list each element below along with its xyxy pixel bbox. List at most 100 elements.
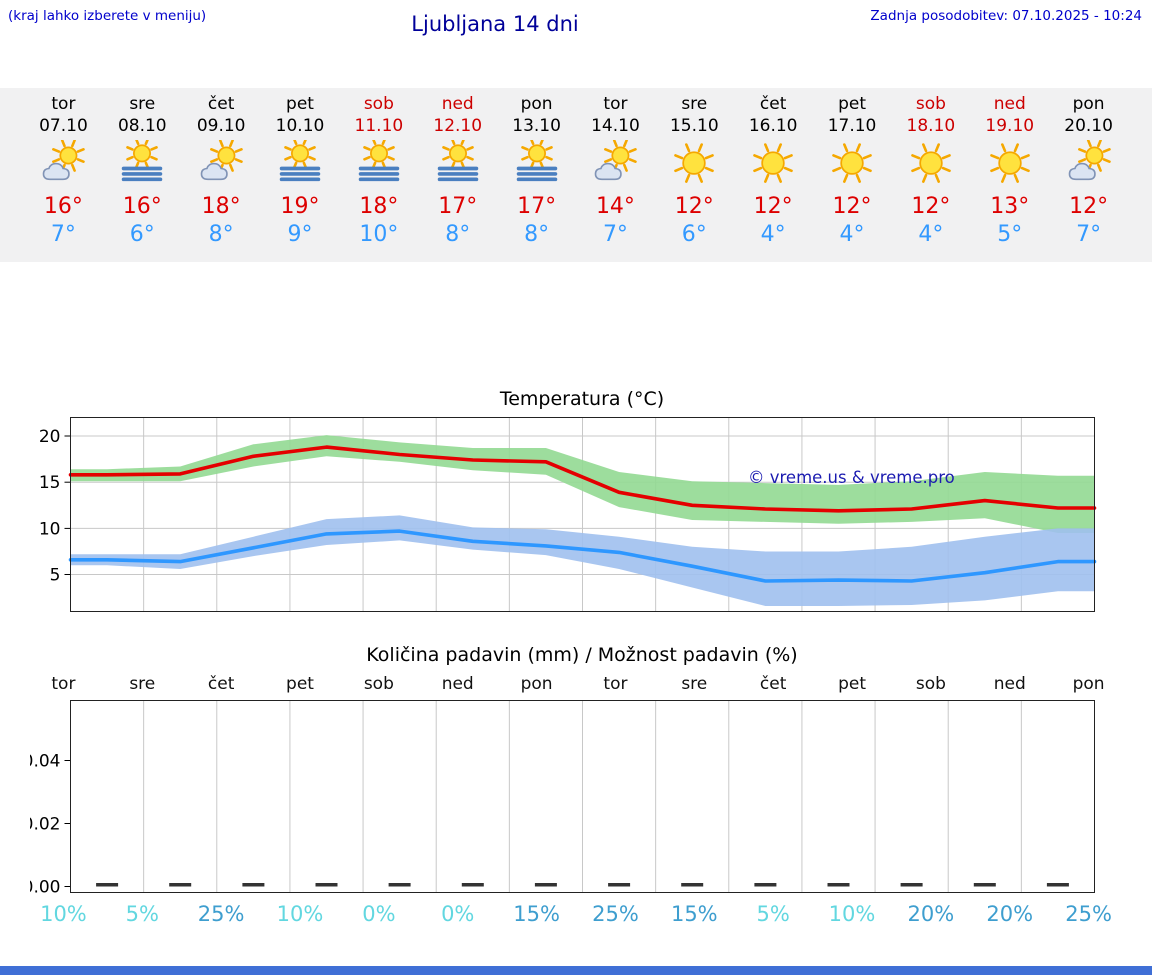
day-column: ned 12.10 17° 8°	[418, 88, 497, 262]
sun-cloud-icon	[24, 140, 103, 186]
sun-fog-icon	[497, 140, 576, 186]
day-column: pon 13.10 17° 8°	[497, 88, 576, 262]
precipitation-bar	[315, 883, 338, 887]
precipitation-chart-title: Količina padavin (mm) / Možnost padavin …	[366, 644, 798, 666]
day-date: 12.10	[433, 116, 483, 136]
sun-cloud-icon	[1049, 140, 1128, 186]
day-date: 08.10	[117, 116, 167, 136]
high-temperature: 17°	[517, 194, 557, 219]
precipitation-bar	[681, 883, 704, 887]
sun-cloud-icon	[182, 140, 261, 186]
day-column: sob 11.10 18° 10°	[339, 88, 418, 262]
low-temperature: 6°	[681, 222, 707, 247]
low-temperature: 5°	[997, 222, 1023, 247]
precipitation-probability: 25%	[1065, 902, 1112, 926]
precipitation-bar	[534, 883, 557, 887]
high-temperature: 12°	[911, 194, 951, 219]
day-date: 16.10	[748, 116, 798, 136]
precip-day-label: čet	[759, 674, 787, 694]
high-temperature: 18°	[201, 194, 241, 219]
precip-day-label: sob	[363, 674, 394, 694]
watermark-link[interactable]: © vreme.us & vreme.pro	[748, 468, 955, 487]
svg-text:10: 10	[39, 519, 61, 539]
low-temperature: 7°	[1076, 222, 1102, 247]
svg-text:20: 20	[39, 427, 61, 447]
sun-fog-icon	[339, 140, 418, 186]
precipitation-probability: 10%	[828, 902, 876, 926]
precip-day-label: pet	[838, 674, 866, 694]
last-update-text: Zadnja posodobitev: 07.10.2025 - 10:24	[870, 8, 1142, 24]
low-temperature: 8°	[524, 222, 550, 247]
svg-text:15: 15	[39, 473, 61, 493]
precip-day-label: pon	[1072, 674, 1105, 694]
precipitation-day-labels: tor sre čet pet sob ned pon tor sre čet pet sob ned p…	[0, 674, 1152, 694]
precipitation-plot: 0.00 0.02 0.04	[30, 700, 1095, 898]
precipitation-probability: 20%	[986, 902, 1034, 926]
day-name: tor	[51, 94, 76, 114]
day-date: 15.10	[669, 116, 719, 136]
high-temperature: 12°	[674, 194, 714, 219]
precipitation-bar	[1046, 883, 1069, 887]
sun-icon	[655, 140, 734, 186]
day-column: pet 17.10 12° 4°	[813, 88, 892, 262]
day-column: sre 08.10 16° 6°	[103, 88, 182, 262]
precipitation-bar	[608, 883, 631, 887]
low-temperature: 4°	[918, 222, 944, 247]
low-temperature: 6°	[129, 222, 155, 247]
day-date: 14.10	[591, 116, 640, 136]
day-name: pet	[286, 94, 314, 114]
precip-day-label: tor	[51, 674, 76, 694]
svg-text:0.02: 0.02	[30, 815, 61, 835]
precipitation-bar	[754, 883, 777, 887]
sun-fog-icon	[261, 140, 340, 186]
low-temperature: 4°	[760, 222, 786, 247]
precipitation-probability: 15%	[513, 902, 560, 926]
high-temperature: 18°	[359, 194, 399, 219]
high-temperature: 19°	[280, 194, 320, 219]
svg-text:0.00: 0.00	[30, 878, 61, 898]
day-name: sob	[915, 94, 946, 114]
low-temperature: 8°	[445, 222, 471, 247]
day-column: tor 07.10 16° 7°	[24, 88, 103, 262]
precip-day-label: ned	[441, 674, 474, 694]
day-column: sob 18.10 12° 4°	[891, 88, 970, 262]
precipitation-probability: 15%	[670, 902, 718, 926]
day-name: pet	[838, 94, 866, 114]
day-name: pon	[1072, 94, 1105, 114]
precipitation-bar	[973, 883, 996, 887]
temperature-chart-title: Temperatura (°C)	[499, 388, 665, 410]
precipitation-probability: 5%	[125, 902, 159, 926]
precip-day-label: ned	[993, 674, 1026, 694]
day-name: ned	[441, 94, 474, 114]
high-temperature: 16°	[43, 194, 83, 219]
precipitation-probability: 5%	[756, 902, 790, 926]
sun-fog-icon	[418, 140, 497, 186]
high-temperature: 12°	[753, 194, 793, 219]
precipitation-probability-row: 10% 5% 25% 10% 0% 0% 15% 25% 15% 5% 10% 20% 20% 25%	[0, 902, 1152, 926]
precipitation-probability: 25%	[592, 902, 639, 926]
day-name: ned	[993, 94, 1026, 114]
day-date: 20.10	[1064, 116, 1113, 136]
precipitation-probability: 25%	[197, 902, 245, 926]
low-temperature: 7°	[602, 222, 628, 247]
svg-text:0.04: 0.04	[30, 752, 61, 772]
day-column: pon 20.10 12° 7°	[1049, 88, 1128, 262]
high-temperature: 16°	[122, 194, 162, 219]
day-column: ned 19.10 13° 5°	[970, 88, 1049, 262]
day-name: sre	[681, 94, 708, 114]
high-temperature: 14°	[595, 194, 635, 219]
daily-forecast-strip: tor 07.10 16° 7° sre 08.10 16° 6° čet 09…	[0, 88, 1152, 262]
precip-day-label: pet	[286, 674, 314, 694]
precipitation-probability: 0%	[441, 902, 475, 926]
precipitation-bar	[461, 883, 484, 887]
high-temperature: 12°	[832, 194, 872, 219]
sun-icon	[813, 140, 892, 186]
low-temperature: 8°	[208, 222, 234, 247]
day-name: sob	[363, 94, 394, 114]
day-column: pet 10.10 19° 9°	[261, 88, 340, 262]
precipitation-bar	[242, 883, 265, 887]
precipitation-bar	[169, 883, 192, 887]
precip-day-label: sre	[129, 674, 156, 694]
day-date: 19.10	[985, 116, 1035, 136]
location-menu-hint[interactable]: (kraj lahko izberete v meniju)	[8, 8, 207, 24]
